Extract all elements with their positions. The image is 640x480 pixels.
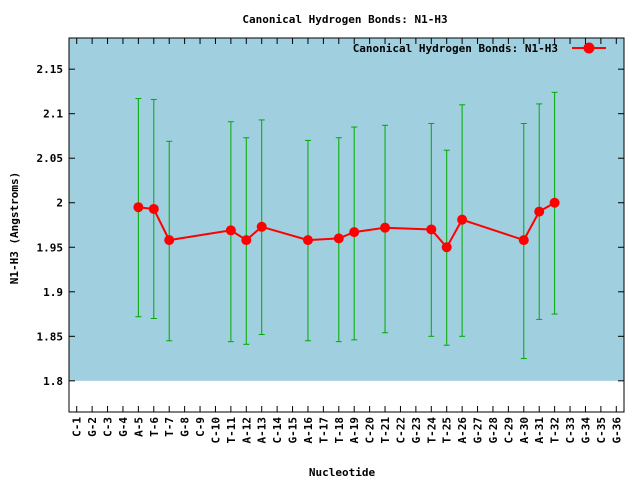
x-tick-label: A-16 [302,417,315,444]
x-tick-label: A-26 [456,417,469,444]
x-tick-label: G-28 [487,417,500,444]
x-tick-label: T-24 [425,417,438,444]
x-tick-label: G-34 [579,417,592,444]
legend-marker-swatch [583,42,595,54]
data-point [534,206,545,217]
x-tick-label: G-36 [610,417,623,444]
x-tick-label: G-23 [410,417,423,444]
legend: Canonical Hydrogen Bonds: N1-H3 [353,42,606,55]
data-point [426,224,437,235]
x-tick-label: T-11 [225,417,238,444]
legend-label: Canonical Hydrogen Bonds: N1-H3 [353,42,558,55]
x-tick-label: C-35 [595,417,608,444]
x-tick-label: G-15 [287,417,300,444]
y-tick-label: 1.95 [37,241,64,254]
series-line [138,201,556,250]
data-point [164,235,175,246]
x-tick-label: C-1 [71,417,84,437]
data-point [225,225,236,236]
y-tick-label: 2.15 [37,63,64,76]
plot-frame [68,37,625,413]
data-point [457,214,468,225]
x-tick-label: C-22 [394,417,407,444]
x-tick-label: T-17 [317,417,330,444]
x-tick-label: T-18 [333,417,346,444]
data-point [256,221,267,232]
data-point [380,222,391,233]
x-tick-label: C-20 [364,417,377,444]
shaded-band [69,38,624,381]
x-tick-label: C-14 [271,417,284,444]
data-point [133,202,144,213]
x-tick-label: T-21 [379,417,392,444]
x-axis-label: Nucleotide [309,466,376,479]
x-tick-label: A-30 [518,417,531,444]
x-tick-label: T-7 [163,417,176,437]
y-tick-label: 2 [56,197,63,210]
data-point [549,197,560,208]
x-tick-label: C-10 [209,417,222,444]
x-tick-label: A-31 [533,417,546,444]
data-point [441,242,452,253]
y-tick-label: 1.9 [43,286,63,299]
x-tick-label: T-6 [148,417,161,437]
x-tick-label: C-3 [102,417,115,437]
data-point [349,227,360,238]
x-tick-label: G-27 [472,417,485,444]
x-tick-label: T-32 [549,417,562,444]
y-tick-label: 2.05 [37,152,64,165]
x-tick-label: A-19 [348,417,361,444]
x-tick-label: C-33 [564,417,577,444]
data-point [333,233,344,244]
x-tick-label: A-12 [240,417,253,444]
y-tick-label: 1.8 [43,375,63,388]
x-tick-label: A-5 [132,417,145,437]
data-point [302,235,313,246]
x-tick-label: G-4 [117,417,130,437]
data-point [518,235,529,246]
chart-title: Canonical Hydrogen Bonds: N1-H3 [242,13,447,26]
y-axis-label: N1-H3 (Angstroms) [8,172,21,285]
data-point [148,203,159,214]
y-tick-label: 1.85 [37,330,64,343]
x-tick-label: C-9 [194,417,207,437]
x-tick-label: A-13 [256,417,269,444]
x-tick-label: C-29 [502,417,515,444]
x-tick-label: T-25 [441,417,454,444]
y-tick-label: 2.1 [43,108,63,121]
x-tick-label: G-8 [179,417,192,437]
x-tick-label: G-2 [86,417,99,437]
data-point [241,235,252,246]
